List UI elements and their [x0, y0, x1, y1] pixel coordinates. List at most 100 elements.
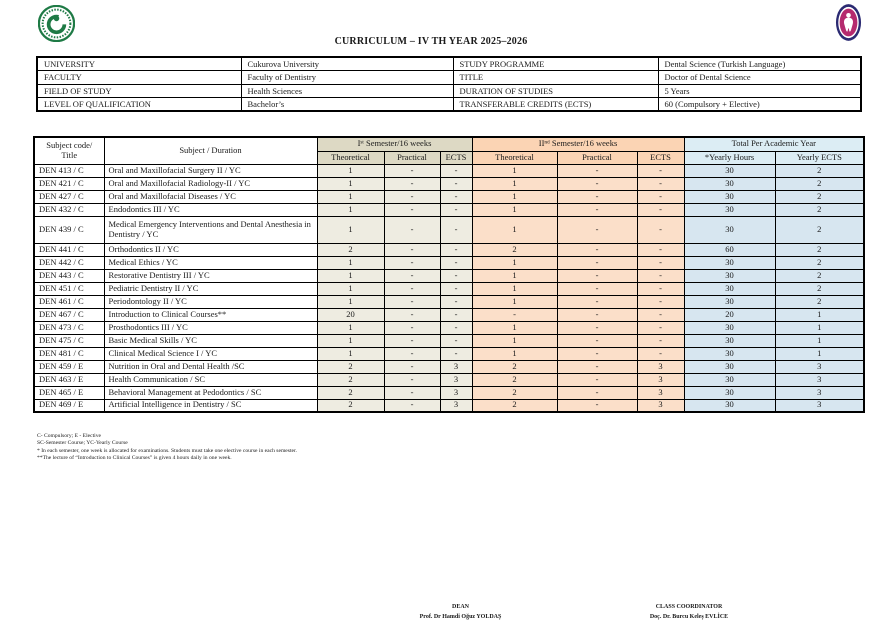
- cell-s2-practical: -: [556, 268, 638, 283]
- cell-s1-theoretical: 1: [316, 333, 385, 348]
- cell-yearly-ects: 3: [774, 385, 865, 400]
- cell-yearly-ects: 2: [774, 163, 865, 178]
- table-row: DEN 463 / E Health Communication / SC 2-3 2…: [33, 372, 865, 387]
- cell-s1-theoretical: 1: [316, 281, 385, 296]
- header-subject-code-line1: Subject code/: [46, 139, 93, 150]
- table-row: DEN 465 / E Behavioral Management at Pedo…: [33, 385, 865, 400]
- cell-s2-ects: -: [636, 202, 685, 217]
- cell-s2-ects: -: [636, 268, 685, 283]
- cell-s1-ects: 3: [439, 385, 473, 400]
- cell-s2-theoretical: 1: [471, 189, 558, 204]
- cell-yearly-hours: 30: [683, 215, 776, 244]
- info-value: Cukurova University: [240, 56, 454, 72]
- cell-s1-ects: -: [439, 242, 473, 257]
- table-row: DEN 473 / C Prosthodontics III / YC 1- -1- -…: [33, 320, 865, 335]
- table-row: DEN 432 / C Endodontics III / YC 1- -1- -30 2: [33, 202, 865, 217]
- cell-s1-ects: 3: [439, 398, 473, 413]
- cell-s2-theoretical: 2: [471, 359, 558, 374]
- cell-s2-ects: -: [636, 176, 685, 191]
- cell-yearly-ects: 1: [774, 307, 865, 322]
- cell-s1-practical: -: [383, 372, 441, 387]
- cell-subject-code: DEN 443 / C: [33, 268, 105, 283]
- cell-s1-ects: -: [439, 215, 473, 244]
- footnote-line: SC-Semester Course; YC-Yearly Course: [37, 440, 128, 447]
- cell-s2-practical: -: [556, 398, 638, 413]
- cell-s2-theoretical: 1: [471, 176, 558, 191]
- cell-s1-theoretical: 2: [316, 242, 385, 257]
- cell-subject-code: DEN 442 / C: [33, 255, 105, 270]
- cell-subject-code: DEN 481 / C: [33, 346, 105, 361]
- info-row: UNIVERSITY Cukurova University STUDY PROGR…: [36, 56, 862, 72]
- cell-s2-theoretical: 1: [471, 333, 558, 348]
- header-s1-ects: ECTS: [439, 150, 473, 165]
- cell-yearly-ects: 2: [774, 242, 865, 257]
- table-row: DEN 413 / C Oral and Maxillofacial Surger…: [33, 163, 865, 178]
- cell-yearly-hours: 30: [683, 346, 776, 361]
- cell-subject: Oral and Maxillofacial Radiology-II / YC: [103, 176, 318, 191]
- cell-s2-practical: -: [556, 176, 638, 191]
- cell-s1-theoretical: 2: [316, 372, 385, 387]
- cell-yearly-hours: 30: [683, 202, 776, 217]
- cell-s1-practical: -: [383, 163, 441, 178]
- cell-subject: Oral and Maxillofacial Diseases / YC: [103, 189, 318, 204]
- cell-s1-ects: -: [439, 189, 473, 204]
- cell-s2-theoretical: 1: [471, 268, 558, 283]
- table-row: DEN 421 / C Oral and Maxillofacial Radiol…: [33, 176, 865, 191]
- header-subject-code-line2: Title: [61, 149, 78, 160]
- cell-s1-practical: -: [383, 202, 441, 217]
- cell-s2-theoretical: 1: [471, 281, 558, 296]
- header-s2-theoretical: Theoretical: [471, 150, 558, 165]
- header-s2-practical: Practical: [556, 150, 638, 165]
- cell-yearly-hours: 30: [683, 189, 776, 204]
- cell-s1-theoretical: 1: [316, 176, 385, 191]
- cell-s1-ects: 3: [439, 372, 473, 387]
- faculty-logo-icon: [835, 4, 862, 41]
- cell-subject-code: DEN 427 / C: [33, 189, 105, 204]
- cell-subject: Behavioral Management at Pedodontics / S…: [103, 385, 318, 400]
- dean-name: Prof. Dr Hamdi Oğuz YOLDAŞ: [419, 613, 502, 620]
- cell-s2-practical: -: [556, 189, 638, 204]
- cell-s2-practical: -: [556, 333, 638, 348]
- info-value: Bachelor’s: [240, 97, 454, 112]
- header-yearly-hours: *Yearly Hours: [683, 150, 776, 165]
- cell-s1-ects: -: [439, 281, 473, 296]
- cell-subject-code: DEN 473 / C: [33, 320, 105, 335]
- cell-s1-practical: -: [383, 268, 441, 283]
- cell-s1-practical: -: [383, 176, 441, 191]
- cell-s2-ects: -: [636, 189, 685, 204]
- cell-yearly-hours: 30: [683, 281, 776, 296]
- header-subject-code: Subject code/ Title: [33, 136, 105, 165]
- curriculum-table-body: DEN 413 / C Oral and Maxillofacial Surger…: [33, 163, 865, 413]
- cell-subject: Medical Emergency Interventions and Dent…: [103, 215, 318, 244]
- curriculum-table: Subject code/ Title Subject / Duration I…: [33, 136, 866, 413]
- cell-s2-ects: -: [636, 255, 685, 270]
- cell-s2-ects: -: [636, 215, 685, 244]
- cell-subject-code: DEN 421 / C: [33, 176, 105, 191]
- cell-yearly-hours: 30: [683, 385, 776, 400]
- info-label: STUDY PROGRAMME: [452, 56, 659, 72]
- cell-s1-theoretical: 1: [316, 163, 385, 178]
- cell-s1-theoretical: 1: [316, 215, 385, 244]
- cell-s1-ects: -: [439, 307, 473, 322]
- cell-subject: Pediatric Dentistry II / YC: [103, 281, 318, 296]
- cell-yearly-ects: 2: [774, 189, 865, 204]
- cell-s1-practical: -: [383, 385, 441, 400]
- info-value: Dental Science (Turkish Language): [657, 56, 862, 72]
- table-row: DEN 467 / C Introduction to Clinical Cour…: [33, 307, 865, 322]
- cell-s2-practical: -: [556, 359, 638, 374]
- cell-subject-code: DEN 467 / C: [33, 307, 105, 322]
- cell-subject: Health Communication / SC: [103, 372, 318, 387]
- cell-subject-code: DEN 432 / C: [33, 202, 105, 217]
- cell-yearly-ects: 2: [774, 255, 865, 270]
- cell-s1-practical: -: [383, 346, 441, 361]
- cell-yearly-hours: 30: [683, 320, 776, 335]
- cell-s2-practical: -: [556, 242, 638, 257]
- cell-subject: Introduction to Clinical Courses**: [103, 307, 318, 322]
- header-semester-2: IIⁿᵈ Semester/16 weeks: [471, 136, 685, 152]
- table-row: DEN 461 / C Periodontology II / YC 1- -1- -3…: [33, 294, 865, 309]
- cell-s1-theoretical: 1: [316, 268, 385, 283]
- cell-s1-practical: -: [383, 255, 441, 270]
- cell-yearly-ects: 3: [774, 372, 865, 387]
- cell-s1-ects: -: [439, 163, 473, 178]
